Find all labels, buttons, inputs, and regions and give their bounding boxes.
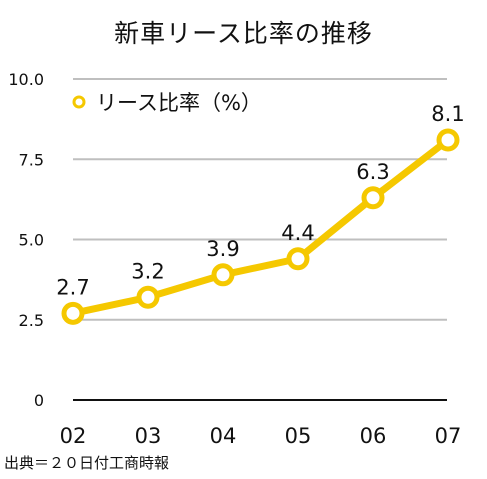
y-tick-label: 10.0 (8, 70, 44, 89)
x-tick-label: 03 (135, 424, 162, 448)
data-point (436, 128, 460, 152)
y-tick-label: 2.5 (19, 311, 44, 330)
series-line (69, 136, 452, 317)
data-label: 3.2 (131, 259, 164, 283)
data-point (136, 285, 160, 309)
legend-label: リース比率（%） (96, 91, 262, 115)
source-note: 出典＝２０日付工商時報 (4, 454, 170, 472)
data-label: 4.4 (281, 221, 314, 245)
data-label: 2.7 (56, 275, 89, 299)
y-tick-label: 7.5 (19, 150, 44, 169)
x-tick-label: 07 (435, 424, 462, 448)
chart-title: 新車リース比率の推移 (114, 19, 373, 48)
x-tick-label: 02 (60, 424, 87, 448)
y-tick-label: 5.0 (19, 231, 44, 250)
data-point (211, 263, 235, 287)
legend-marker (72, 95, 86, 109)
x-tick-label: 05 (285, 424, 312, 448)
data-point (286, 247, 310, 271)
x-tick-label: 04 (210, 424, 237, 448)
x-tick-label: 06 (360, 424, 387, 448)
data-point (61, 301, 85, 325)
data-label: 8.1 (431, 102, 464, 126)
y-tick-label: 0 (34, 391, 44, 410)
data-label: 6.3 (356, 160, 389, 184)
data-point (361, 186, 385, 210)
data-label: 3.9 (206, 237, 239, 261)
